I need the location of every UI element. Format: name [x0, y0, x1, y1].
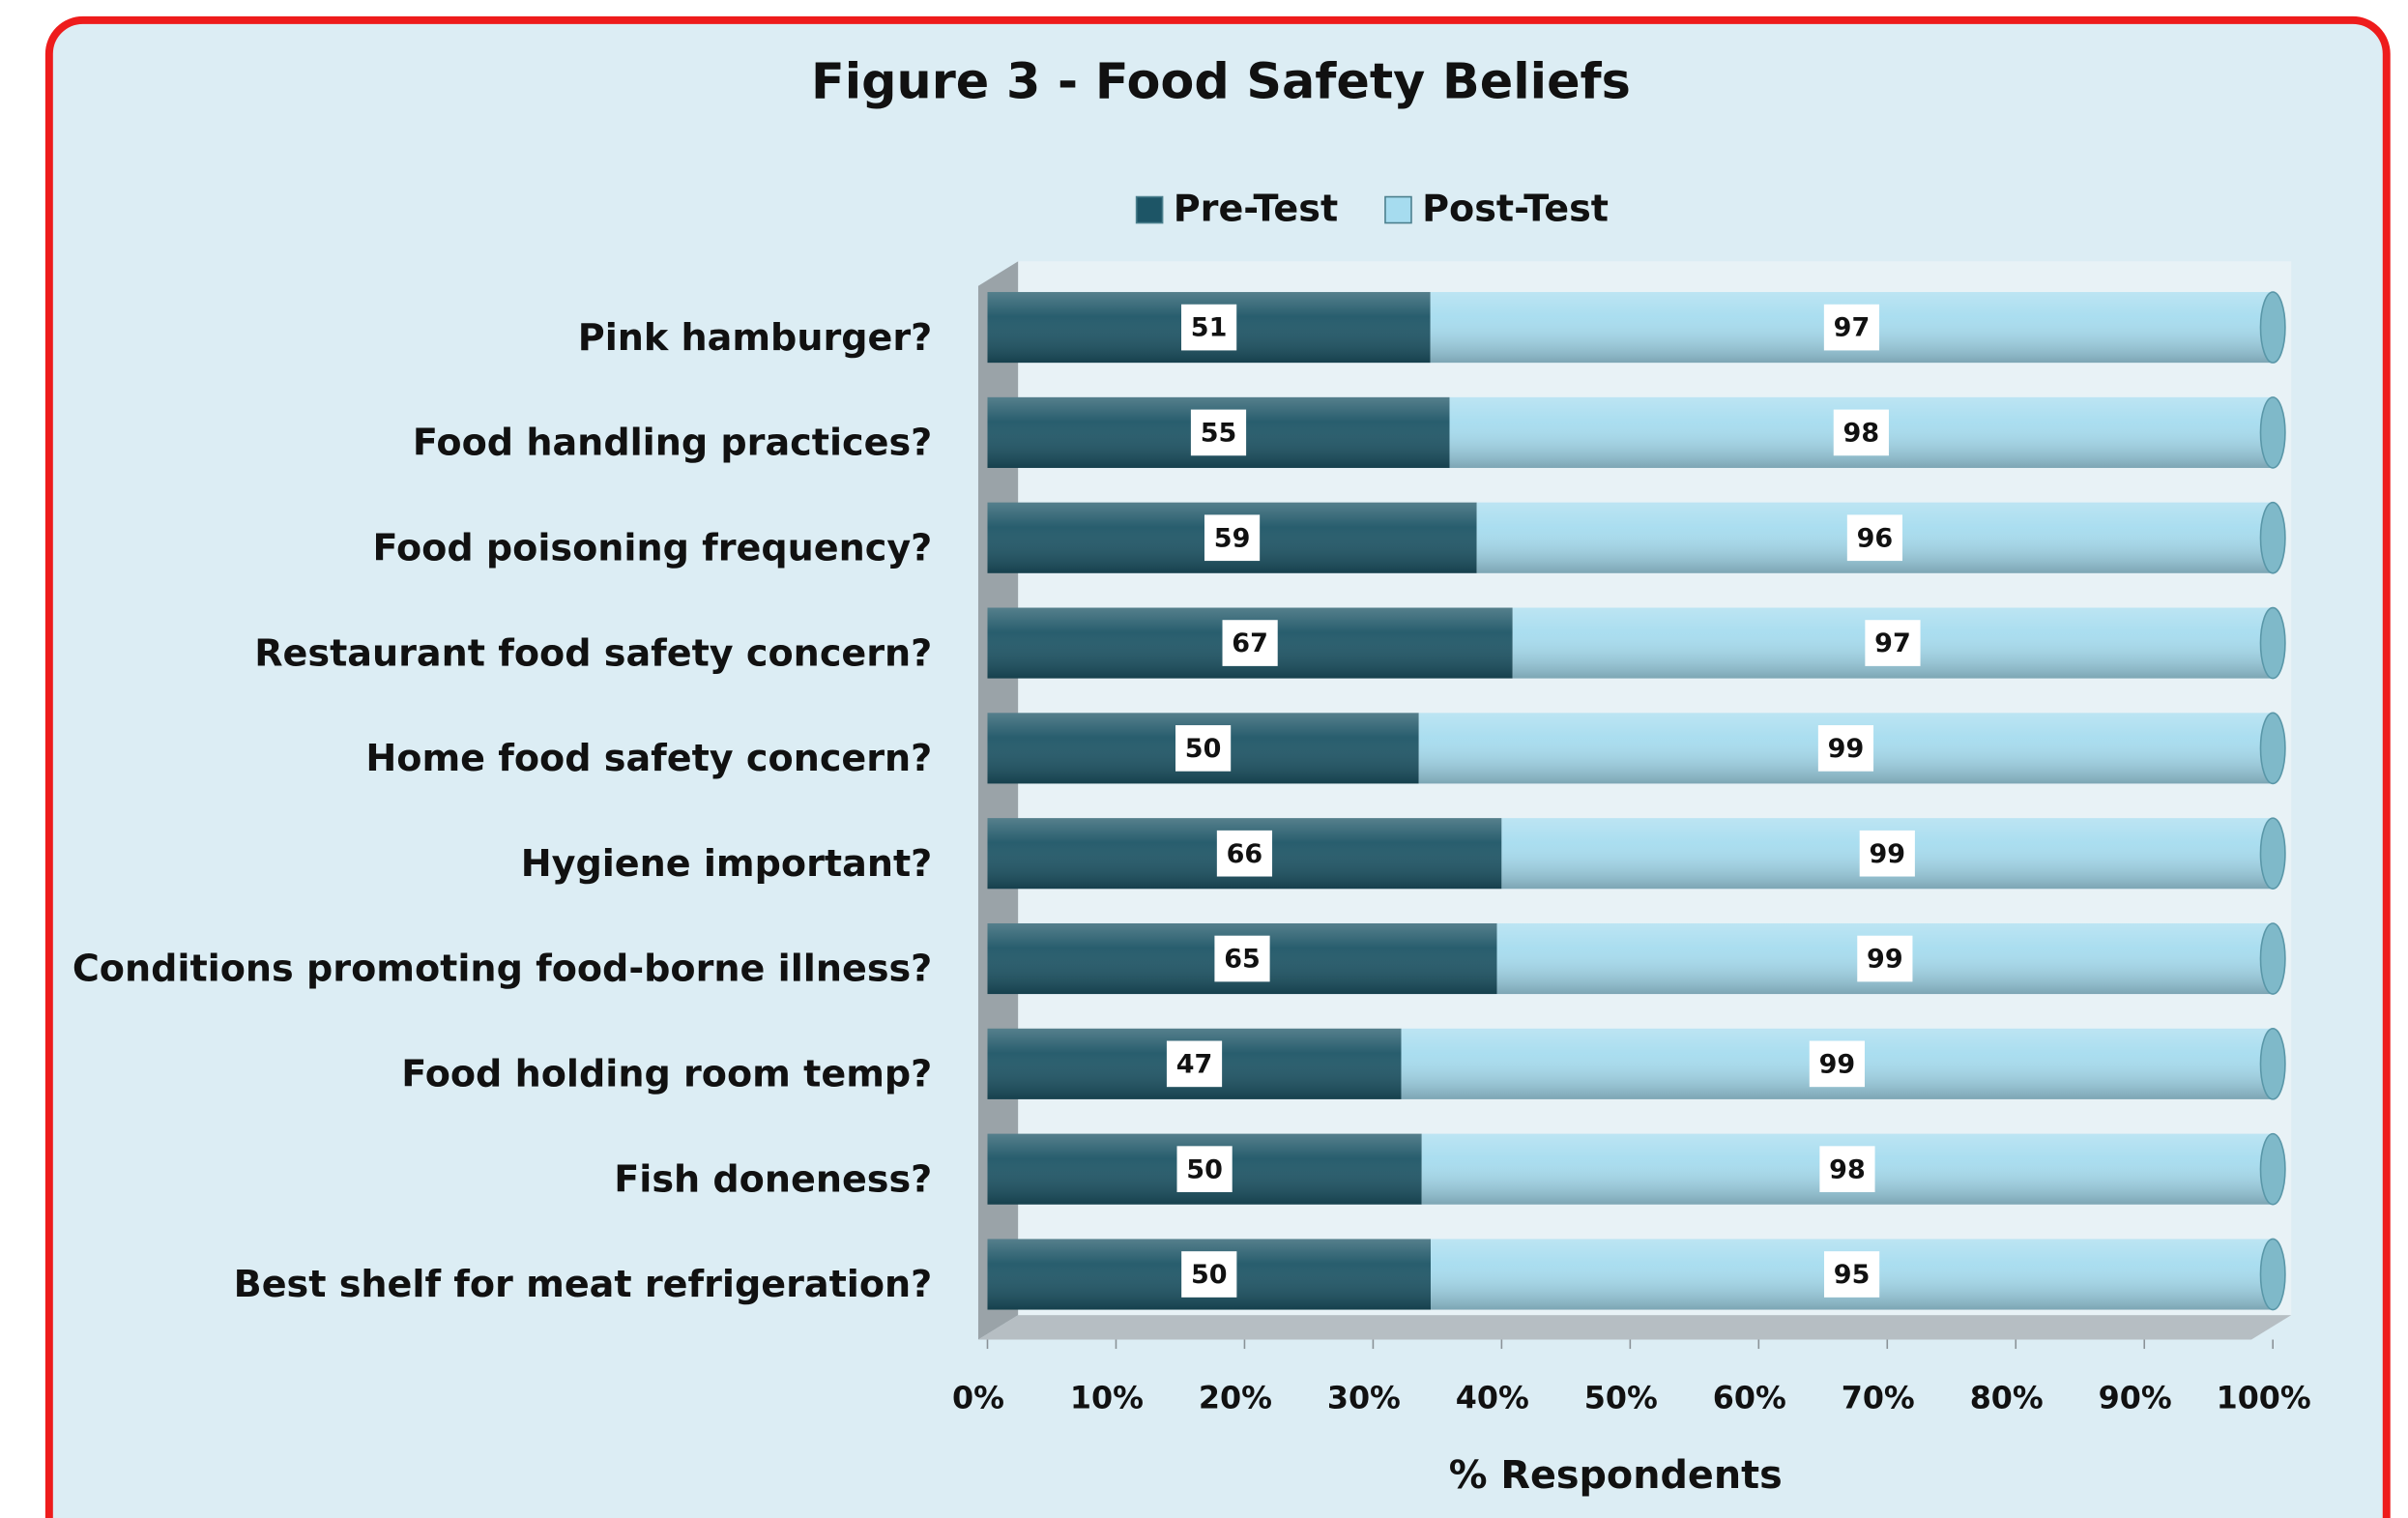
bar-end	[2259, 1238, 2286, 1311]
legend-label: Post-Test	[1422, 187, 1609, 229]
data-label-box	[1181, 1251, 1237, 1298]
bar-end	[2259, 396, 2286, 469]
data-label: 99	[1819, 1049, 1856, 1079]
data-label: 66	[1227, 839, 1263, 869]
data-label-box	[1824, 1251, 1880, 1298]
data-label: 97	[1834, 313, 1871, 343]
bar-end	[2259, 501, 2286, 574]
legend-label: Pre-Test	[1174, 187, 1338, 229]
bar-end	[2259, 712, 2286, 785]
data-label-box	[1190, 409, 1247, 456]
data-label: 95	[1834, 1260, 1871, 1290]
data-label: 67	[1232, 628, 1268, 658]
x-tick-label: 50%	[1584, 1381, 1658, 1416]
data-label: 99	[1828, 734, 1865, 764]
x-tick-label: 60%	[1713, 1381, 1786, 1416]
data-label-box	[1214, 935, 1270, 982]
data-label: 50	[1191, 1260, 1228, 1290]
x-tick-label: 10%	[1070, 1381, 1144, 1416]
data-label-box	[1175, 725, 1232, 772]
data-label: 97	[1874, 628, 1911, 658]
data-label-box	[1823, 304, 1880, 351]
data-label-box	[1204, 514, 1261, 562]
data-label-box	[1809, 1040, 1865, 1088]
data-label: 98	[1829, 1154, 1866, 1184]
data-label: 98	[1843, 419, 1880, 449]
bar-end	[2259, 1132, 2286, 1206]
data-label: 50	[1185, 734, 1222, 764]
category-label: Food handling practices?	[413, 422, 932, 464]
x-tick-label: 70%	[1842, 1381, 1915, 1416]
category-label: Fish doneness?	[614, 1157, 932, 1200]
bar-end	[2259, 1028, 2286, 1100]
x-axis-label: % Respondents	[1449, 1453, 1783, 1498]
data-label: 59	[1214, 523, 1251, 553]
data-label: 99	[1870, 839, 1906, 869]
category-label: Restaurant food safety concern?	[254, 631, 932, 674]
category-label: Food poisoning frequency?	[372, 526, 932, 569]
legend-swatch	[1384, 195, 1412, 224]
data-label: 50	[1186, 1154, 1223, 1184]
data-label: 96	[1857, 523, 1894, 553]
x-tick-label: 0%	[952, 1381, 1004, 1416]
data-label-box	[1176, 1146, 1233, 1192]
plot-floor	[977, 1315, 2292, 1340]
bar-end	[2259, 817, 2286, 890]
data-label-box	[1846, 514, 1903, 562]
data-label-box	[1857, 935, 1913, 982]
data-label: 65	[1224, 945, 1261, 975]
category-label: Pink hamburger?	[578, 316, 933, 359]
data-label-box	[1865, 620, 1921, 666]
data-label: 47	[1176, 1049, 1213, 1079]
bar-end	[2259, 922, 2286, 995]
data-label-box	[1166, 1040, 1223, 1088]
data-label-box	[1859, 830, 1915, 877]
data-label-box	[1819, 1146, 1875, 1192]
x-tick-label: 30%	[1327, 1381, 1401, 1416]
data-label: 55	[1201, 419, 1237, 449]
category-label: Food holding room temp?	[401, 1053, 932, 1095]
bar-end	[2259, 291, 2286, 364]
data-label-box	[1181, 304, 1237, 351]
x-tick-label: 80%	[1970, 1381, 2044, 1416]
bar-end	[2259, 606, 2286, 680]
category-label: Conditions promoting food-borne illness?	[73, 948, 932, 990]
x-tick-label: 90%	[2099, 1381, 2172, 1416]
data-label: 99	[1867, 945, 1903, 975]
data-label-box	[1216, 830, 1273, 877]
data-label-box	[1222, 620, 1278, 666]
x-tick-label: 100%	[2217, 1381, 2311, 1416]
x-tick-label: 20%	[1199, 1381, 1272, 1416]
category-label: Best shelf for meat refrigeration?	[234, 1263, 933, 1305]
category-label: Home food safety concern?	[365, 737, 932, 779]
category-label: Hygiene important?	[521, 842, 933, 885]
data-label-box	[1833, 409, 1889, 456]
x-tick-label: 40%	[1456, 1381, 1529, 1416]
legend-swatch	[1135, 195, 1164, 224]
data-label-box	[1817, 725, 1874, 772]
data-label: 51	[1191, 313, 1228, 343]
chart-title: Figure 3 - Food Safety Beliefs	[811, 53, 1631, 110]
